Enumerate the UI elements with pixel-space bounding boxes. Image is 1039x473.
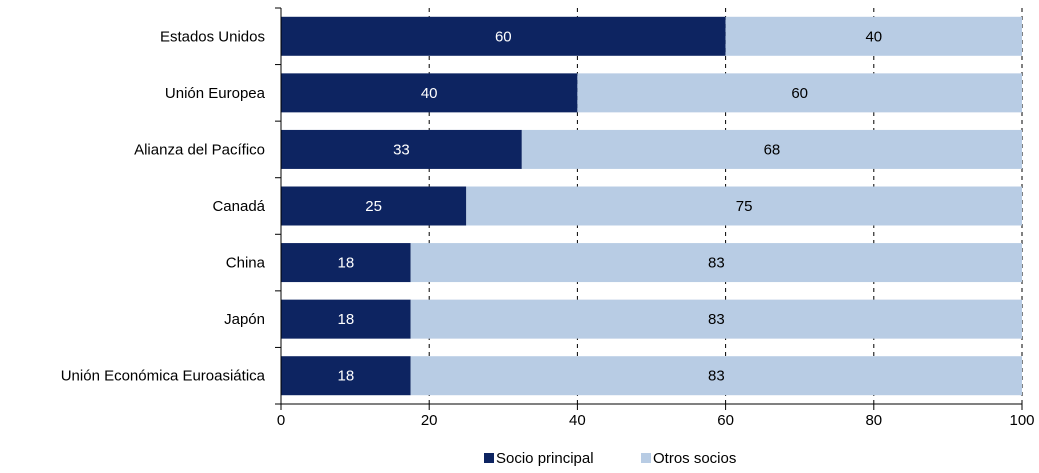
category-label: Unión Económica Euroasiática (61, 368, 266, 385)
bar-otros-socios (466, 186, 1022, 226)
bar-socio-principal (281, 299, 411, 339)
data-label: 25 (365, 198, 382, 215)
bar-socio-principal (281, 356, 411, 396)
data-label: 33 (393, 141, 410, 158)
bar-socio-principal (281, 243, 411, 283)
x-tick-label: 20 (421, 412, 438, 429)
category-label: Alianza del Pacífico (134, 141, 265, 158)
legend: Socio principal Otros socios (484, 450, 736, 467)
category-label: Canadá (212, 198, 265, 215)
bar-otros-socios (410, 243, 1022, 283)
x-tick-label: 40 (569, 412, 586, 429)
bar-socio-principal (281, 16, 726, 56)
legend-label: Otros socios (653, 450, 736, 467)
x-tick-label: 100 (1009, 412, 1034, 429)
data-label: 83 (708, 368, 725, 385)
x-tick-label: 60 (717, 412, 734, 429)
data-label: 60 (495, 28, 512, 45)
bar-otros-socios (577, 73, 1022, 113)
bar-socio-principal (281, 129, 522, 169)
bar-otros-socios (410, 299, 1022, 339)
x-tick-label: 0 (277, 412, 285, 429)
legend-swatch (484, 453, 494, 463)
bar-otros-socios (725, 16, 1022, 56)
data-label: 75 (736, 198, 753, 215)
legend-swatch (641, 453, 651, 463)
legend-label: Socio principal (496, 450, 594, 467)
data-label: 83 (708, 311, 725, 328)
x-tick-label: 80 (865, 412, 882, 429)
data-label: 18 (337, 255, 354, 272)
category-label: China (226, 255, 266, 272)
category-label: Japón (224, 311, 265, 328)
data-label: 68 (764, 141, 781, 158)
data-label: 18 (337, 311, 354, 328)
bar-socio-principal (281, 73, 578, 113)
bar-socio-principal (281, 186, 467, 226)
bar-otros-socios (410, 356, 1022, 396)
bar-otros-socios (521, 129, 1022, 169)
data-label: 40 (421, 85, 438, 102)
data-label: 40 (865, 28, 882, 45)
data-label: 83 (708, 255, 725, 272)
data-label: 60 (791, 85, 808, 102)
category-label: Estados Unidos (160, 28, 265, 45)
category-label: Unión Europea (165, 85, 266, 102)
data-label: 18 (337, 368, 354, 385)
